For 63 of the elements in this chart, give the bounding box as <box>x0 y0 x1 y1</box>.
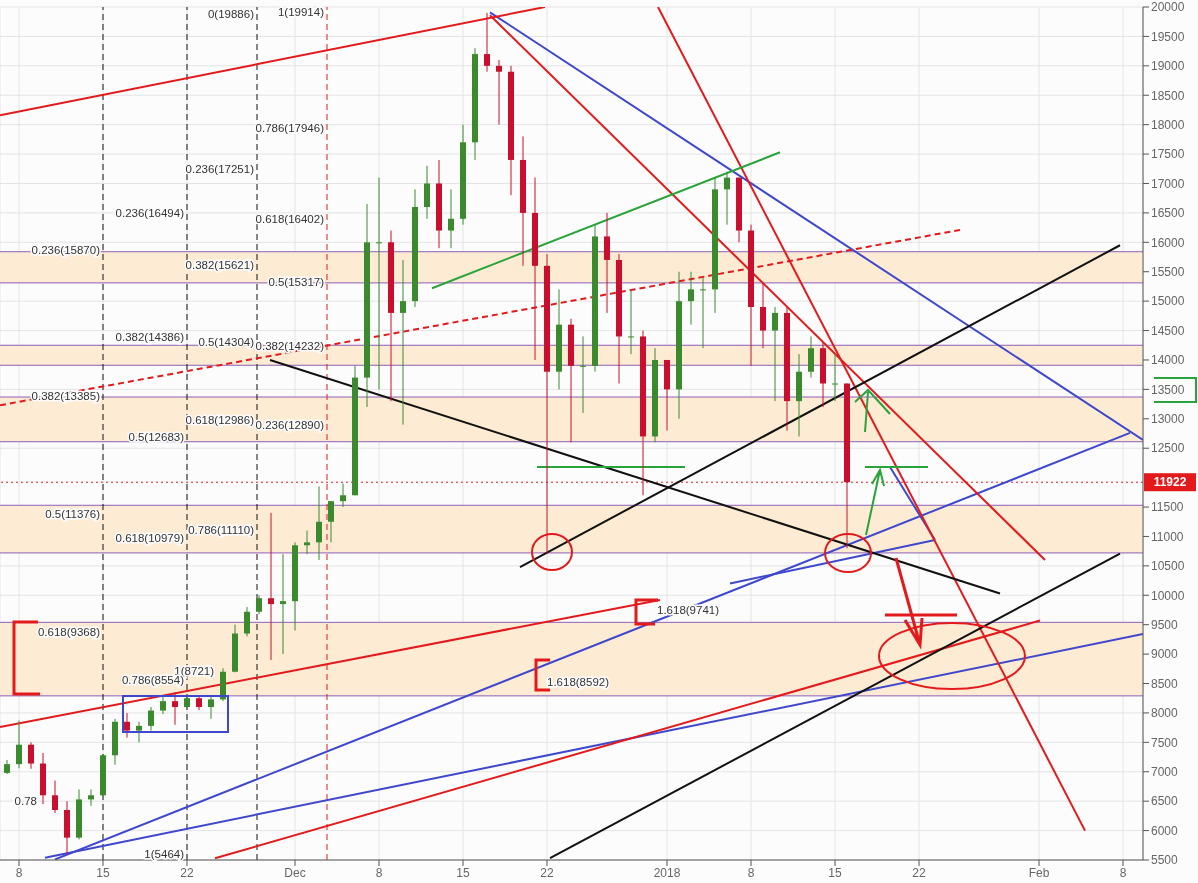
x-tick-label: 22 <box>180 865 194 880</box>
x-tick-label: Dec <box>284 865 306 880</box>
annotation: 0.5(15317) <box>268 276 325 289</box>
x-tick-label: 15 <box>96 865 110 880</box>
y-tick-label: 18000 <box>1151 117 1185 132</box>
y-tick-label: 11500 <box>1151 500 1184 515</box>
x-tick-label: 8 <box>747 865 755 880</box>
annotation: 1(19914) <box>277 6 325 19</box>
annotation: 0.618(10979) <box>115 531 185 544</box>
annotation: 0.618(12986) <box>185 413 255 426</box>
annotation: 0(19886) <box>207 7 255 20</box>
y-tick-label: 7500 <box>1151 735 1179 750</box>
y-tick-label: 17000 <box>1151 176 1185 191</box>
annotation: 1.618(8592) <box>547 676 610 688</box>
y-tick-label: 9500 <box>1151 617 1179 632</box>
y-tick-label: 14500 <box>1151 323 1185 338</box>
y-tick-label: 20000 <box>1151 0 1185 15</box>
x-tick-label: Feb <box>1028 865 1050 880</box>
annotation: 0.236(16494) <box>115 207 185 220</box>
annotation: 0.5(11376) <box>45 508 101 521</box>
annotation: 0.382(15621) <box>185 258 255 271</box>
annotation: 0.786(17946) <box>255 121 325 134</box>
annotation: 1(5464) <box>144 848 185 861</box>
y-tick-label: 11000 <box>1151 529 1184 544</box>
annotation: 0.5(12683) <box>128 431 185 444</box>
y-tick-label: 6000 <box>1151 823 1179 838</box>
y-tick-label: 18500 <box>1151 88 1185 103</box>
annotation: 0.382(14386) <box>115 331 185 344</box>
annotation: 0.618(9368) <box>37 626 101 639</box>
y-tick-label: 5500 <box>1151 853 1179 868</box>
y-tick-label: 19000 <box>1151 59 1185 74</box>
y-tick-label: 10000 <box>1151 588 1185 603</box>
y-tick-label: 19500 <box>1151 29 1185 44</box>
y-tick-label: 13000 <box>1151 412 1185 427</box>
x-tick-label: 15 <box>456 865 470 880</box>
y-tick-label: 16000 <box>1151 235 1185 250</box>
ref-line-label: 11922 <box>1153 475 1187 490</box>
y-tick-label: 15000 <box>1151 294 1185 309</box>
y-tick-label: 15500 <box>1151 264 1185 279</box>
x-tick-label: 8 <box>15 865 23 880</box>
y-tick-label: 7000 <box>1151 765 1179 780</box>
annotation: 0.236(17251) <box>185 162 255 175</box>
y-tick-label: 14000 <box>1151 353 1185 368</box>
annotation: 0.236(12890) <box>255 419 325 432</box>
y-tick-label: 9000 <box>1151 647 1179 662</box>
y-tick-label: 12500 <box>1151 441 1185 456</box>
x-tick-label: 2018 <box>653 865 681 880</box>
y-tick-label: 8000 <box>1151 706 1179 721</box>
x-tick-label: 8 <box>375 865 383 880</box>
x-tick-label: 15 <box>828 865 842 880</box>
x-tick-label: 22 <box>912 865 926 880</box>
x-tick-label: 22 <box>540 865 554 880</box>
annotation: 0.618(16402) <box>255 212 325 225</box>
annotation: 0.78 <box>14 795 37 807</box>
y-tick-label: 16500 <box>1151 206 1185 221</box>
x-tick-label: 8 <box>1119 865 1127 880</box>
y-tick-label: 17500 <box>1151 147 1185 162</box>
y-tick-label: 13500 <box>1151 382 1185 397</box>
annotation: 1(8721) <box>174 664 215 677</box>
y-tick-label: 6500 <box>1151 794 1179 809</box>
annotation: 0.786(11110) <box>188 523 255 536</box>
y-tick-label: 8500 <box>1151 676 1179 691</box>
y-tick-label: 10500 <box>1151 559 1185 574</box>
